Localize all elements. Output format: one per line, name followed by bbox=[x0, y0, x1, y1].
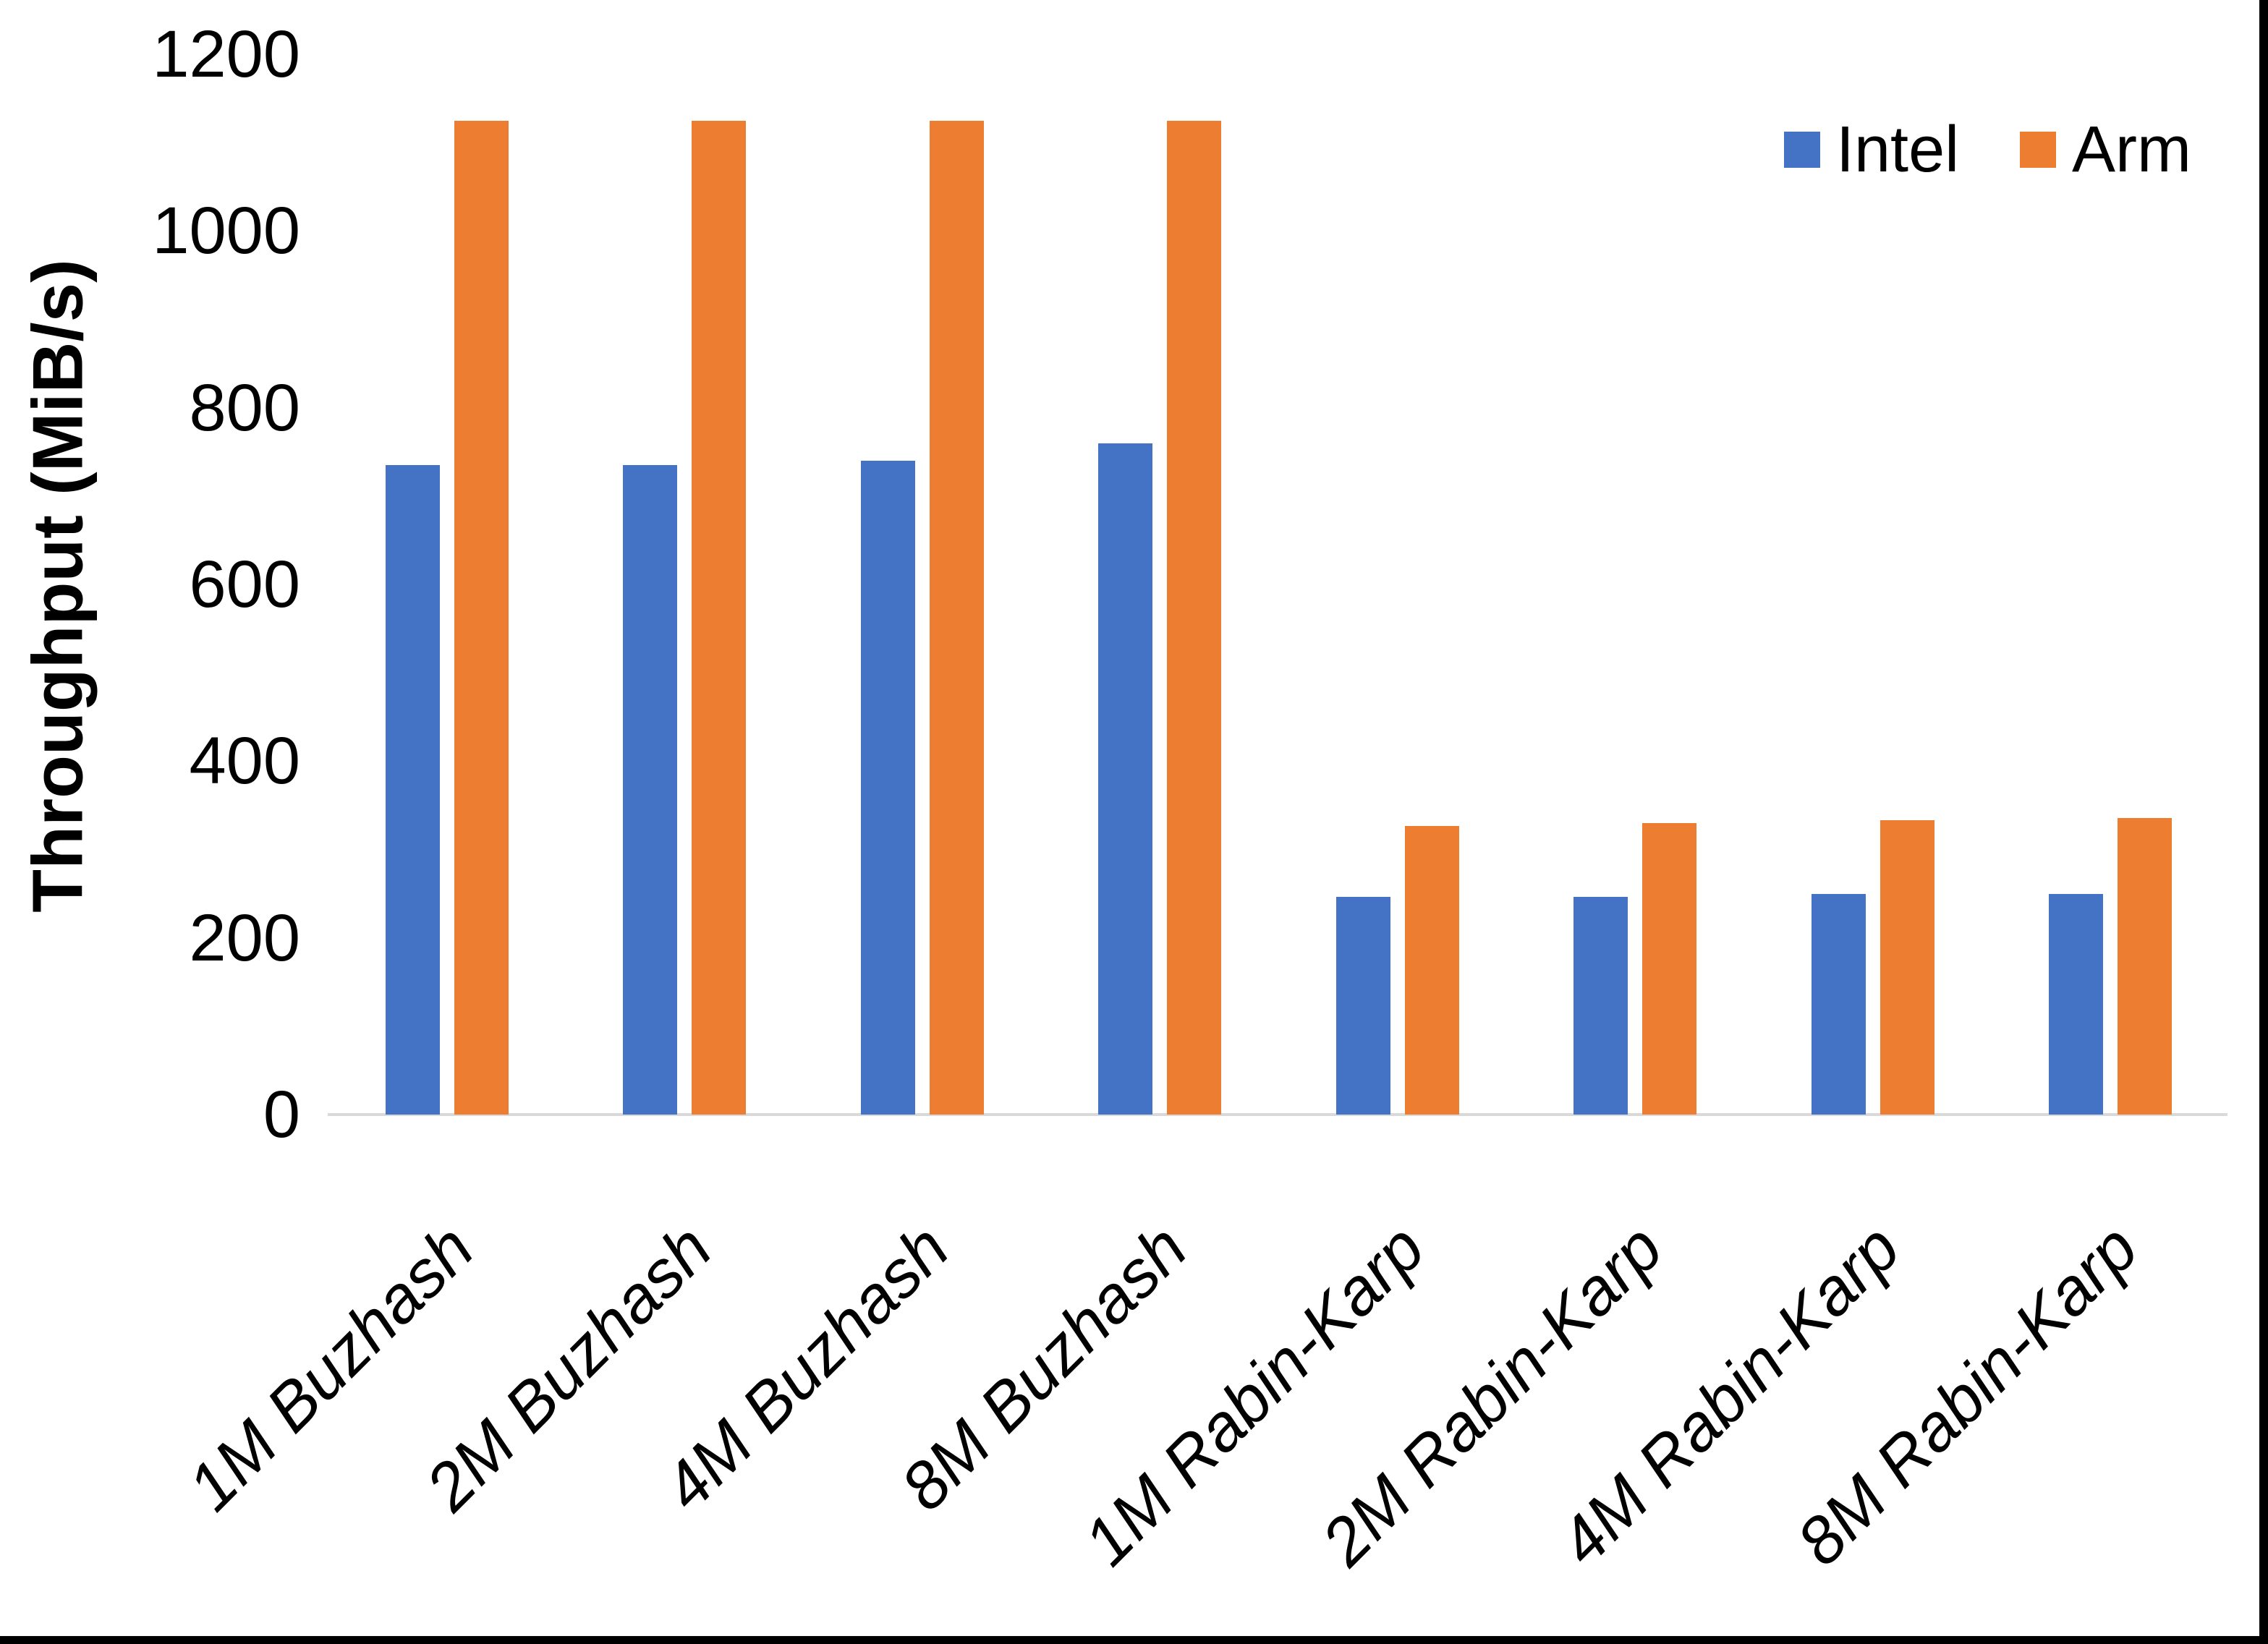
bar-arm-8 bbox=[2118, 817, 2173, 1115]
legend-swatch-arm bbox=[2020, 132, 2056, 168]
bar-arm-1 bbox=[454, 120, 509, 1115]
legend-swatch-intel bbox=[1784, 132, 1820, 168]
page-border-right bbox=[2259, 0, 2268, 1644]
y-tick-label: 800 bbox=[189, 370, 301, 445]
legend-label-arm: Arm bbox=[2072, 114, 2191, 186]
y-tick-label: 0 bbox=[263, 1078, 300, 1151]
legend-item-arm: Arm bbox=[2020, 110, 2191, 189]
bar-intel-3 bbox=[860, 460, 915, 1115]
y-tick-label: 1000 bbox=[152, 194, 300, 268]
bar-intel-6 bbox=[1573, 897, 1628, 1115]
x-axis-line bbox=[328, 1113, 2227, 1116]
bar-arm-3 bbox=[929, 120, 984, 1115]
bar-intel-2 bbox=[623, 465, 678, 1115]
page-border-bottom bbox=[0, 1636, 2268, 1644]
bar-arm-4 bbox=[1167, 120, 1222, 1115]
bar-arm-5 bbox=[1404, 825, 1459, 1115]
bar-arm-7 bbox=[1880, 820, 1934, 1115]
bar-intel-8 bbox=[2049, 893, 2104, 1115]
bar-arm-6 bbox=[1642, 822, 1697, 1115]
bar-intel-1 bbox=[385, 465, 440, 1115]
y-tick-label: 1200 bbox=[152, 17, 300, 91]
y-tick-label: 400 bbox=[189, 724, 301, 798]
legend-label-intel: Intel bbox=[1836, 114, 1960, 186]
y-tick-label: 600 bbox=[189, 548, 301, 621]
bar-arm-2 bbox=[692, 120, 747, 1115]
bar-intel-7 bbox=[1811, 893, 1866, 1115]
y-tick-label: 200 bbox=[189, 900, 301, 975]
bar-intel-5 bbox=[1335, 897, 1390, 1115]
bar-intel-4 bbox=[1098, 443, 1153, 1115]
legend-item-intel: Intel bbox=[1784, 110, 1959, 189]
